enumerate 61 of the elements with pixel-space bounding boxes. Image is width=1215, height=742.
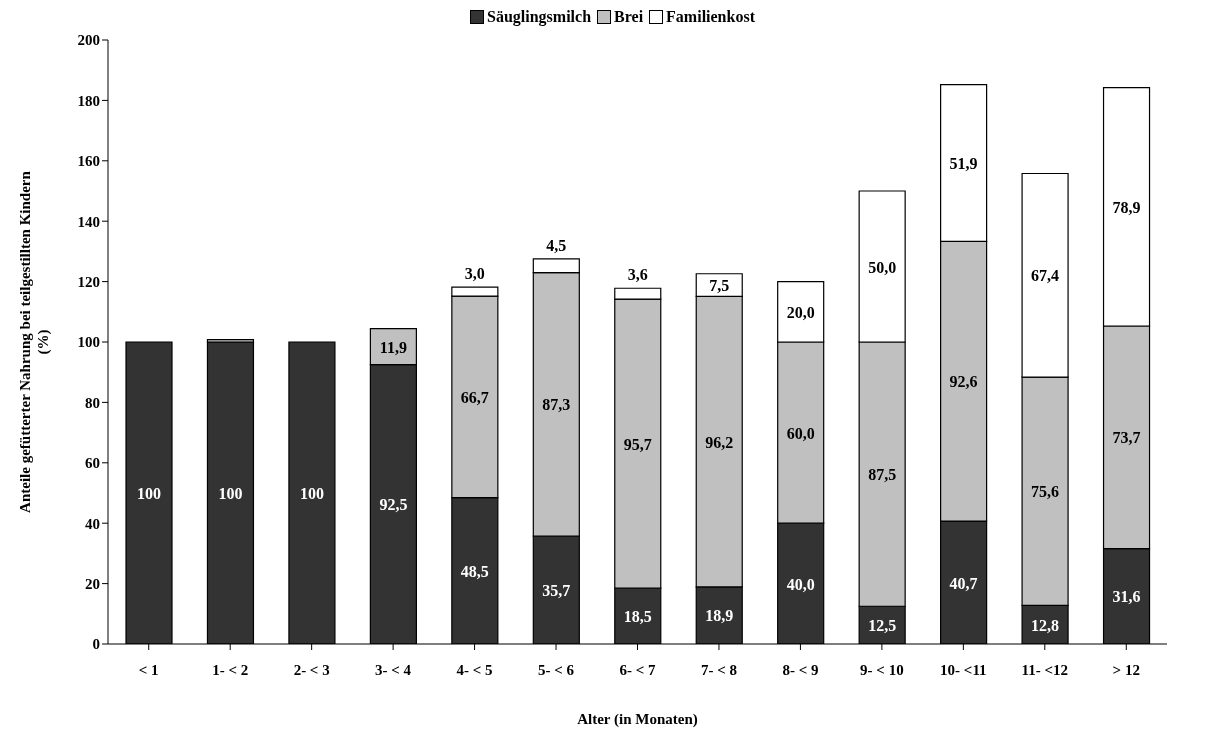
x-tick-label: > 12	[1112, 661, 1140, 678]
y-tick-label: 180	[77, 92, 100, 109]
data-label: 92,6	[949, 373, 978, 391]
data-label: 20,0	[786, 303, 815, 321]
data-label: 11,9	[379, 338, 407, 356]
x-tick-label: 3- < 4	[375, 661, 412, 678]
y-tick-label: 0	[92, 636, 100, 653]
data-label: 35,7	[542, 582, 571, 600]
x-tick-label: 7- < 8	[700, 661, 737, 678]
x-tick-label: 11- <12	[1021, 661, 1069, 678]
x-tick-label: < 1	[138, 661, 159, 678]
x-tick-label: 6- < 7	[619, 661, 657, 678]
data-label: 100	[137, 485, 161, 502]
data-label: 3,0	[464, 265, 485, 283]
legend-label: Familienkost	[666, 8, 755, 26]
data-label: 60,0	[786, 424, 815, 442]
data-label: 31,6	[1112, 588, 1141, 606]
y-tick-label: 100	[77, 334, 100, 351]
data-label: 100	[299, 485, 324, 502]
x-tick-label: 4- < 5	[456, 661, 493, 678]
y-tick-label: 20	[85, 575, 100, 592]
data-label: 50,0	[868, 258, 897, 276]
data-label: 40,0	[786, 575, 815, 593]
data-label: 48,5	[460, 562, 489, 580]
data-label: 67,4	[1031, 267, 1060, 285]
data-label: 4,5	[546, 236, 567, 254]
x-tick-label: 10- <11	[940, 661, 987, 678]
y-axis-title: Anteile gefütterter Nahrung bei teilgestillten Kindern (%)	[17, 170, 52, 513]
data-label: 7,5	[709, 277, 730, 295]
y-tick-label: 40	[85, 515, 100, 532]
x-tick-label: 9- < 10	[860, 661, 904, 678]
y-tick-label: 80	[85, 394, 100, 411]
data-label: 92,5	[379, 496, 408, 514]
data-label: 66,7	[460, 388, 489, 406]
data-label: 3,6	[627, 266, 648, 284]
data-label: 87,5	[868, 466, 897, 484]
data-label: 12,5	[868, 617, 897, 635]
data-label: 18,9	[705, 607, 734, 625]
data-label: 18,5	[623, 608, 652, 626]
y-tick-label: 60	[85, 455, 100, 472]
y-tick-label: 120	[77, 273, 100, 290]
data-label: 12,8	[1031, 616, 1060, 634]
data-label: 100	[218, 485, 243, 502]
legend-label: Brei	[614, 8, 644, 26]
x-tick-label: 8- < 9	[782, 661, 819, 678]
y-tick-label: 160	[77, 153, 100, 170]
x-tick-label: 5- < 6	[538, 661, 575, 678]
x-tick-label: 1- < 2	[212, 661, 249, 678]
data-label: 51,9	[949, 155, 978, 173]
x-axis-title: Alter (in Monaten)	[577, 711, 698, 728]
data-label: 40,7	[949, 574, 978, 592]
data-label: 87,3	[542, 396, 571, 414]
legend-label: Säuglingsmilch	[487, 8, 592, 26]
y-tick-label: 200	[77, 32, 100, 49]
x-tick-label: 2- < 3	[293, 661, 330, 678]
data-label: 95,7	[623, 435, 652, 453]
data-label: 75,6	[1031, 483, 1060, 501]
y-tick-label: 140	[77, 213, 100, 230]
data-label: 96,2	[705, 433, 734, 451]
data-label: 73,7	[1112, 429, 1141, 447]
data-label: 78,9	[1112, 198, 1141, 216]
